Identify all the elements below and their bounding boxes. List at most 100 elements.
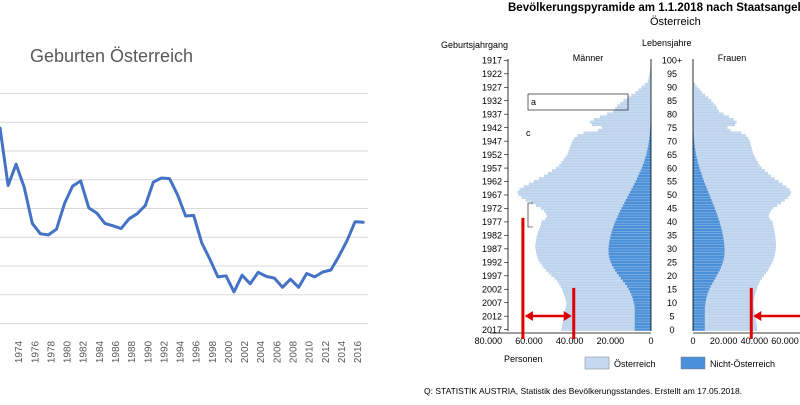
year-tick-label: 1917 [482,56,502,66]
bar-male-nicht-oesterreich [612,229,651,231]
bar-male-nicht-oesterreich [627,196,651,198]
x-tick-label: 1986 [111,340,122,363]
bar-male-oesterreich [645,83,651,85]
bar-female-oesterreich [693,102,713,104]
legend-swatch-oesterreich [585,357,609,369]
bar-female-oesterreich [693,161,758,163]
bar-female-oesterreich [693,91,702,93]
bar-male-nicht-oesterreich [635,320,651,322]
bar-male-oesterreich [598,129,651,131]
bar-female-nicht-oesterreich [693,172,701,174]
bar-male-oesterreich [624,99,651,101]
bar-male-oesterreich [648,81,651,83]
bar-female-nicht-oesterreich [693,312,705,314]
bar-female-nicht-oesterreich [693,328,705,330]
legend-label-nicht-oesterreich: Nicht-Österreich [710,359,775,369]
year-tick-label: 1942 [482,123,502,133]
bar-male-nicht-oesterreich [627,285,651,287]
x-tick-label: 1998 [208,340,219,363]
bar-male-nicht-oesterreich [624,202,651,204]
bar-male-nicht-oesterreich [634,304,651,306]
year-tick-label: 1952 [482,150,502,160]
bar-male-nicht-oesterreich [630,291,651,293]
bar-female-nicht-oesterreich [693,258,724,260]
bar-male-nicht-oesterreich [648,145,651,147]
bar-male-nicht-oesterreich [642,167,651,169]
male-x-tick-label: 20.000 [597,336,625,346]
x-tick-label: 1988 [127,340,138,363]
bar-male-oesterreich [569,151,651,153]
bar-female-nicht-oesterreich [693,226,721,228]
year-tick-label: 1977 [482,217,502,227]
bar-male-oesterreich [573,140,651,142]
x-tick-label: 1990 [143,340,154,363]
bar-male-oesterreich [572,142,651,144]
bar-female-oesterreich [693,105,716,107]
age-tick-label: 30 [667,244,677,254]
bar-male-oesterreich [534,180,651,182]
bar-male-nicht-oesterreich [615,221,651,223]
x-tick-label: 2010 [305,340,316,363]
center-axis-title: Lebensjahre [642,38,692,48]
bar-female-oesterreich [693,151,752,153]
bar-female-oesterreich [693,156,755,158]
bar-male-oesterreich [566,156,651,158]
bar-female-nicht-oesterreich [693,221,720,223]
year-tick-label: 1927 [482,82,502,92]
bar-female-nicht-oesterreich [693,167,699,169]
bar-female-oesterreich [693,142,750,144]
bar-female-nicht-oesterreich [693,309,705,311]
year-tick-label: 1922 [482,69,502,79]
bar-female-nicht-oesterreich [693,180,704,182]
bar-female-nicht-oesterreich [693,215,718,217]
legend-swatch-nicht-oesterreich [681,357,705,369]
bar-female-oesterreich [693,124,735,126]
bar-female-oesterreich [693,180,778,182]
bar-male-oesterreich [617,105,651,107]
age-tick-label: 65 [667,150,677,160]
age-tick-label: 35 [667,231,677,241]
pyramid-bars [518,59,791,331]
bar-female-nicht-oesterreich [693,207,715,209]
bar-male-nicht-oesterreich [645,159,651,161]
bar-male-nicht-oesterreich [629,288,651,290]
legend-label-oesterreich: Österreich [614,359,656,369]
age-tick-label: 85 [667,96,677,106]
male-x-tick-label: 80.000 [475,336,503,346]
reference-arrowhead-left [525,311,533,321]
bar-female-nicht-oesterreich [693,326,705,328]
year-tick-label: 1987 [482,244,502,254]
x-tick-label: 1980 [63,340,74,363]
bar-female-oesterreich [693,116,729,118]
bar-male-oesterreich [636,91,651,93]
annotation-c: c [526,128,531,138]
x-tick-label: 2006 [272,340,283,363]
bar-male-nicht-oesterreich [613,266,651,268]
bar-female-nicht-oesterreich [693,299,706,301]
bar-male-oesterreich [584,132,651,134]
bar-male-nicht-oesterreich [611,261,651,263]
bar-female-nicht-oesterreich [693,250,725,252]
bar-female-nicht-oesterreich [693,256,724,258]
age-tick-label: 45 [667,204,677,214]
age-tick-label: 0 [669,325,674,335]
bar-male-nicht-oesterreich [623,204,651,206]
x-axis-unit: Personen [504,354,543,364]
x-tick-label: 1976 [30,340,41,363]
age-tick-label: 20 [667,271,677,281]
bar-male-nicht-oesterreich [646,156,651,158]
bar-female-nicht-oesterreich [693,272,718,274]
year-tick-label: 1937 [482,109,502,119]
bar-male-nicht-oesterreich [634,183,651,185]
bar-female-nicht-oesterreich [693,280,714,282]
female-x-tick-label: 60.000 [771,336,799,346]
bar-female-oesterreich [693,89,700,91]
bar-female-oesterreich [693,159,756,161]
bar-male-nicht-oesterreich [619,213,651,215]
bar-male-nicht-oesterreich [635,323,651,325]
bar-male-oesterreich [642,86,651,88]
male-label: Männer [573,53,604,63]
bar-female-oesterreich [693,126,727,128]
bar-female-nicht-oesterreich [693,183,705,185]
